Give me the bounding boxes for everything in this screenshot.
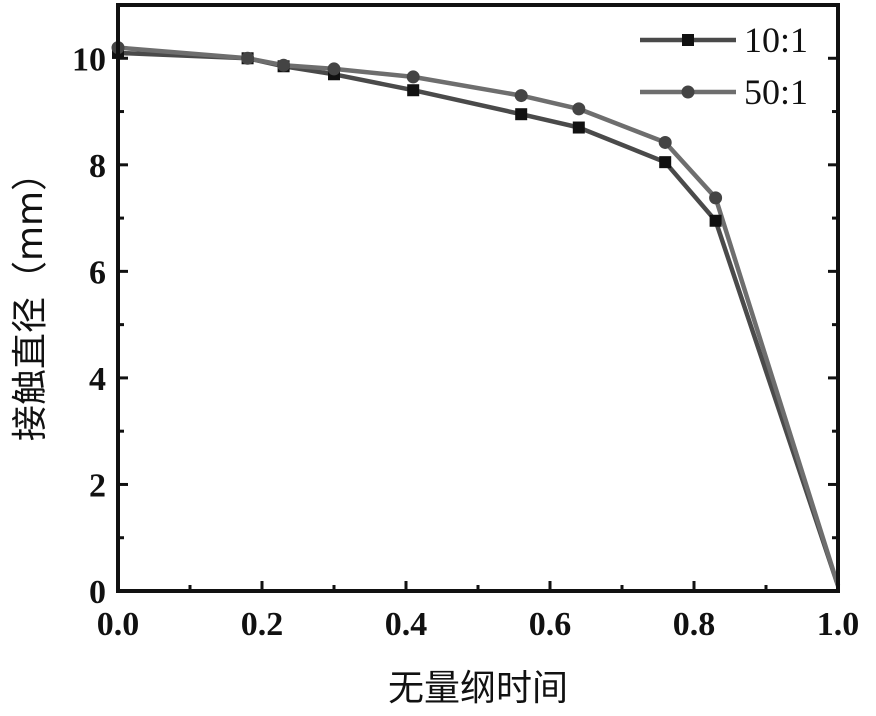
data-point-series-1 bbox=[572, 121, 585, 134]
series-markers bbox=[111, 41, 723, 227]
data-point-series-2 bbox=[277, 58, 291, 72]
data-point-series-2 bbox=[709, 191, 723, 205]
data-point-series-2 bbox=[327, 62, 341, 76]
x-tick-label: 1.0 bbox=[817, 606, 860, 643]
x-tick-label: 0.0 bbox=[97, 606, 140, 643]
legend-marker bbox=[681, 85, 695, 99]
legend-label: 10:1 bbox=[744, 20, 808, 60]
data-point-series-1 bbox=[659, 156, 672, 169]
data-point-series-2 bbox=[572, 102, 586, 116]
data-point-series-1 bbox=[515, 108, 528, 121]
x-tick-label: 0.4 bbox=[385, 606, 428, 643]
data-point-series-2 bbox=[406, 70, 420, 84]
series-lines bbox=[117, 45, 841, 587]
x-tick-label: 0.6 bbox=[529, 606, 572, 643]
data-point-series-1 bbox=[407, 84, 420, 97]
data-point-series-2 bbox=[658, 135, 672, 149]
y-axis-title: 接触直径（mm） bbox=[10, 155, 51, 441]
x-axis-title: 无量纲时间 bbox=[388, 668, 568, 709]
legend-marker bbox=[682, 34, 694, 46]
series-line-2 bbox=[117, 45, 841, 587]
y-tick-label: 8 bbox=[89, 148, 106, 185]
x-tick-label: 0.8 bbox=[673, 606, 716, 643]
x-axis-ticks: 0.0 0.2 0.4 0.6 0.8 1.0 bbox=[97, 581, 860, 643]
data-point-series-1 bbox=[709, 214, 722, 227]
y-axis-ticks: 0 2 4 6 8 10 bbox=[72, 3, 838, 611]
y-tick-label: 10 bbox=[72, 41, 106, 78]
y-tick-label: 4 bbox=[89, 361, 106, 398]
y-tick-label: 6 bbox=[89, 254, 106, 291]
y-tick-label: 2 bbox=[89, 467, 106, 504]
data-point-series-2 bbox=[514, 89, 528, 103]
series-line-1 bbox=[117, 50, 841, 587]
legend: 10:1 50:1 bbox=[640, 20, 808, 112]
data-point-series-2 bbox=[241, 51, 255, 65]
y-tick-label: 0 bbox=[89, 574, 106, 611]
legend-label: 50:1 bbox=[744, 72, 808, 112]
x-tick-label: 0.2 bbox=[241, 606, 284, 643]
